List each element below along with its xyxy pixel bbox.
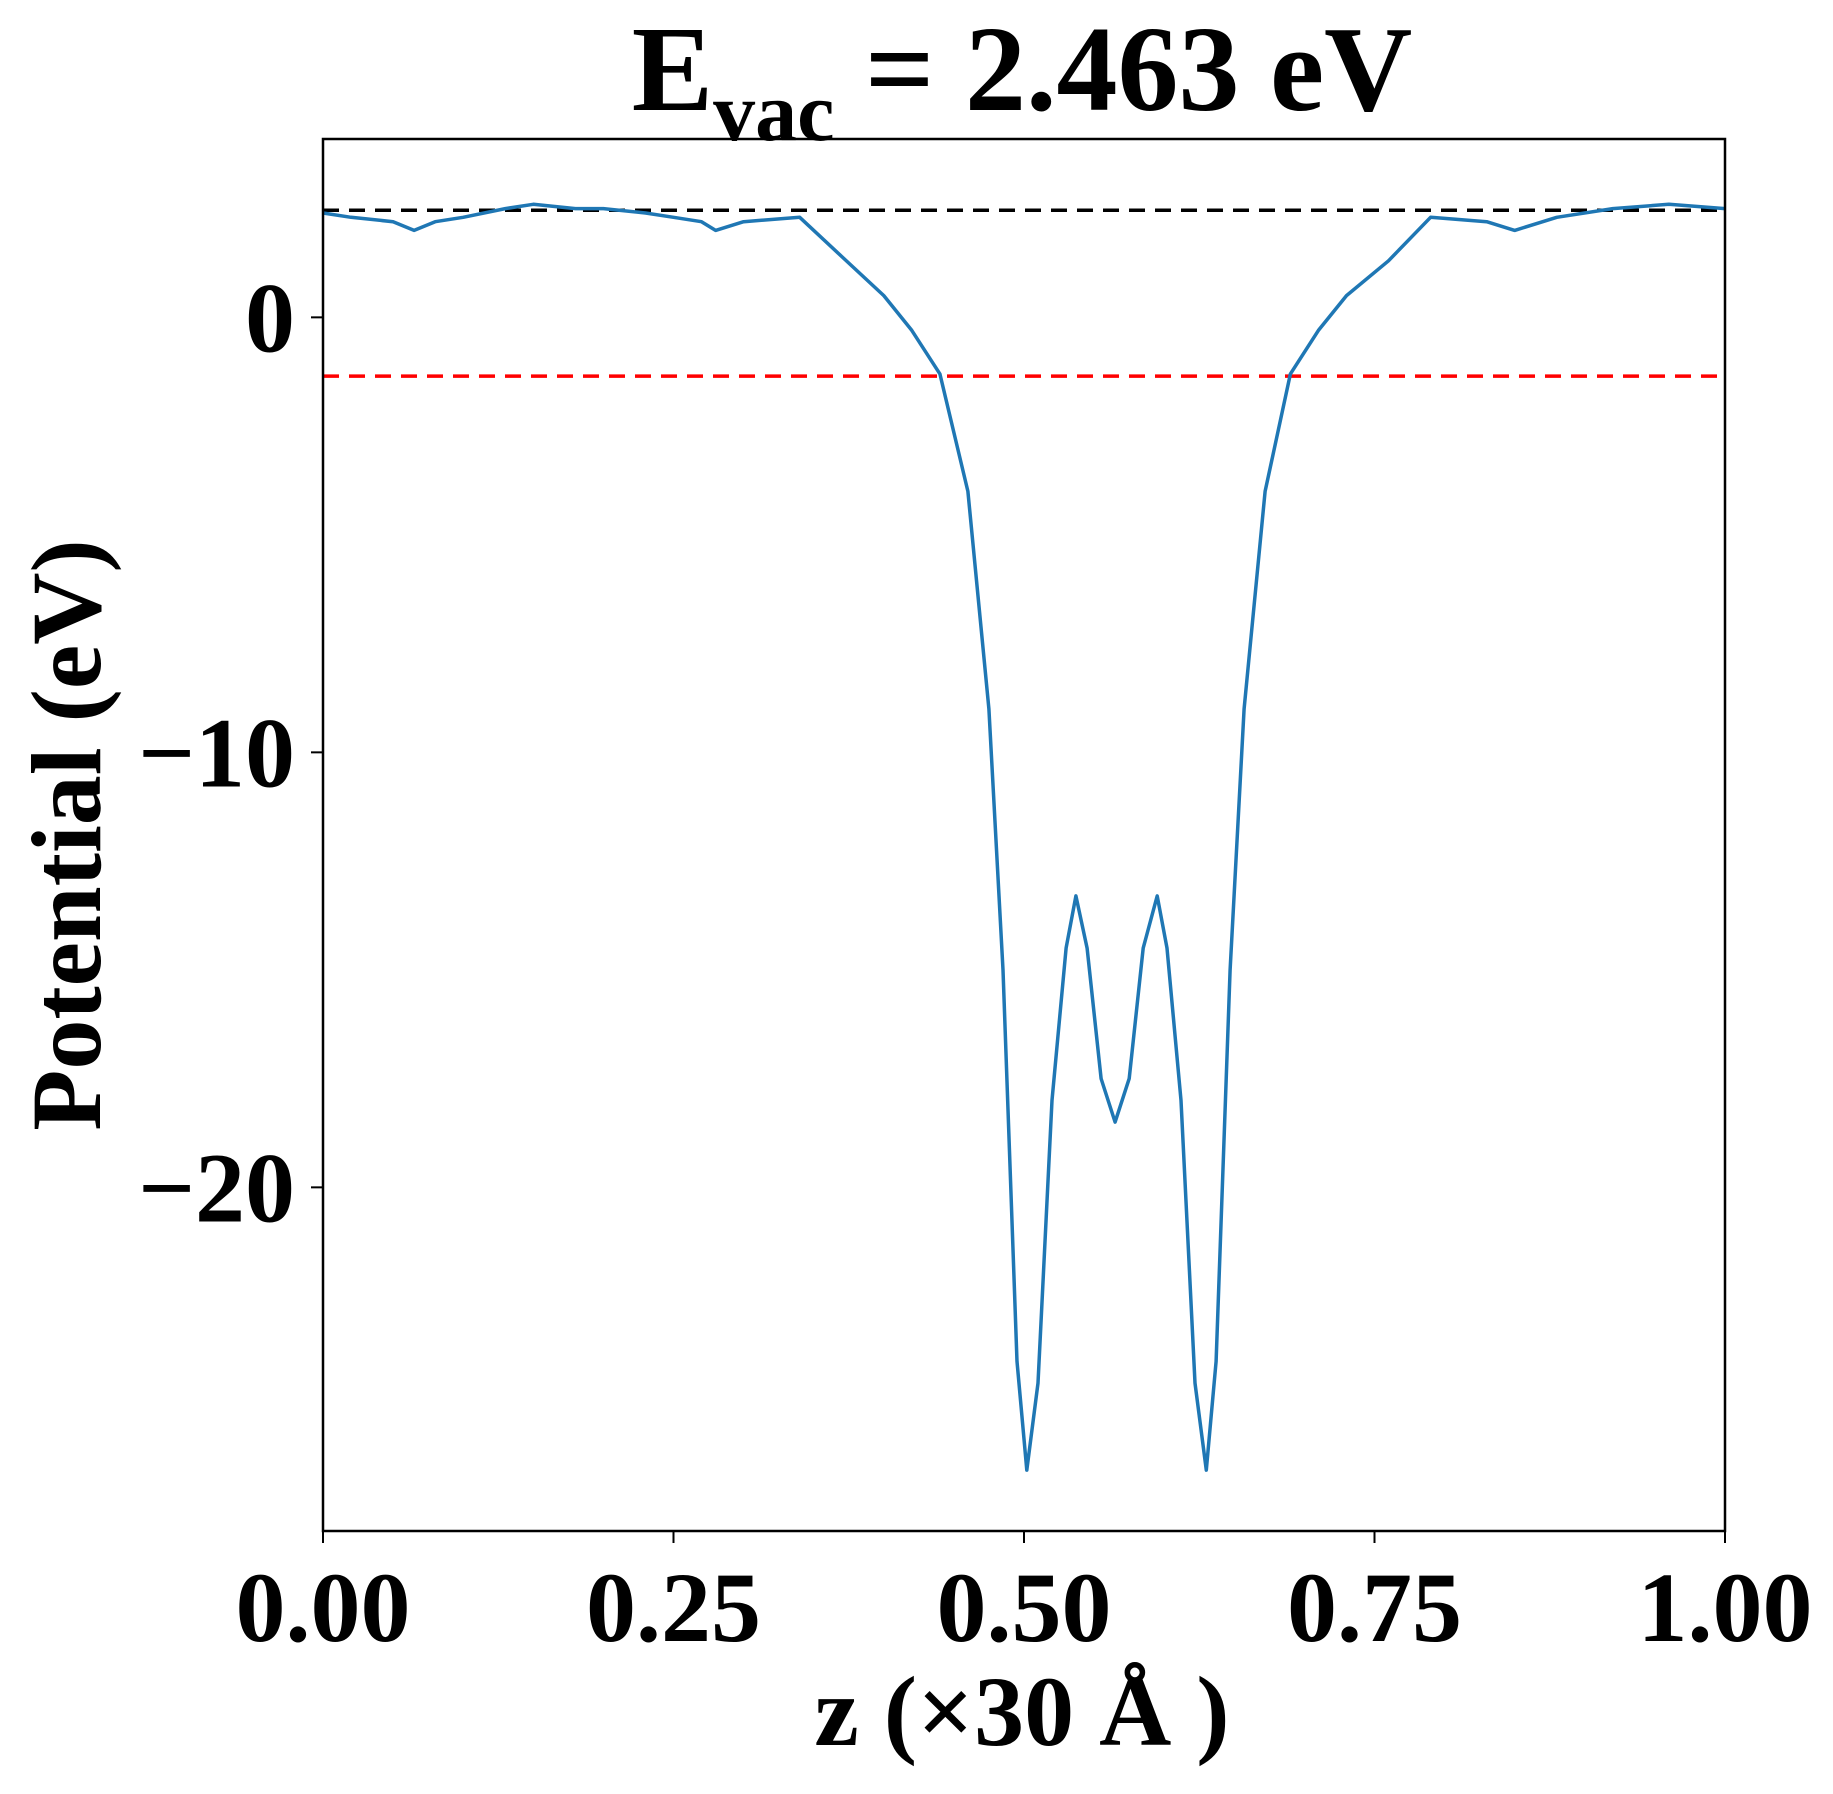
x-tick-label: 0.25: [586, 1552, 761, 1663]
title-rest: = 2.463 eV: [834, 2, 1412, 137]
x-tick-label: 0.50: [937, 1552, 1112, 1663]
title-sub: vac: [713, 66, 834, 159]
x-tick-label: 0.75: [1287, 1552, 1462, 1663]
y-axis-label: Potential (eV): [11, 539, 122, 1130]
data-line: [322, 202, 1726, 1472]
plot-frame: [321, 137, 1727, 1533]
y-tick-label: 0: [245, 262, 295, 373]
title-main: E: [632, 2, 713, 137]
x-axis-label: z (×30 Å ): [814, 1656, 1229, 1767]
x-tick-label: 0.00: [236, 1552, 411, 1663]
chart-title: Evac = 2.463 eV: [632, 2, 1412, 159]
y-tick-label: −20: [138, 1132, 295, 1243]
x-tick-label: 1.00: [1638, 1552, 1813, 1663]
y-tick-label: −10: [138, 697, 295, 808]
